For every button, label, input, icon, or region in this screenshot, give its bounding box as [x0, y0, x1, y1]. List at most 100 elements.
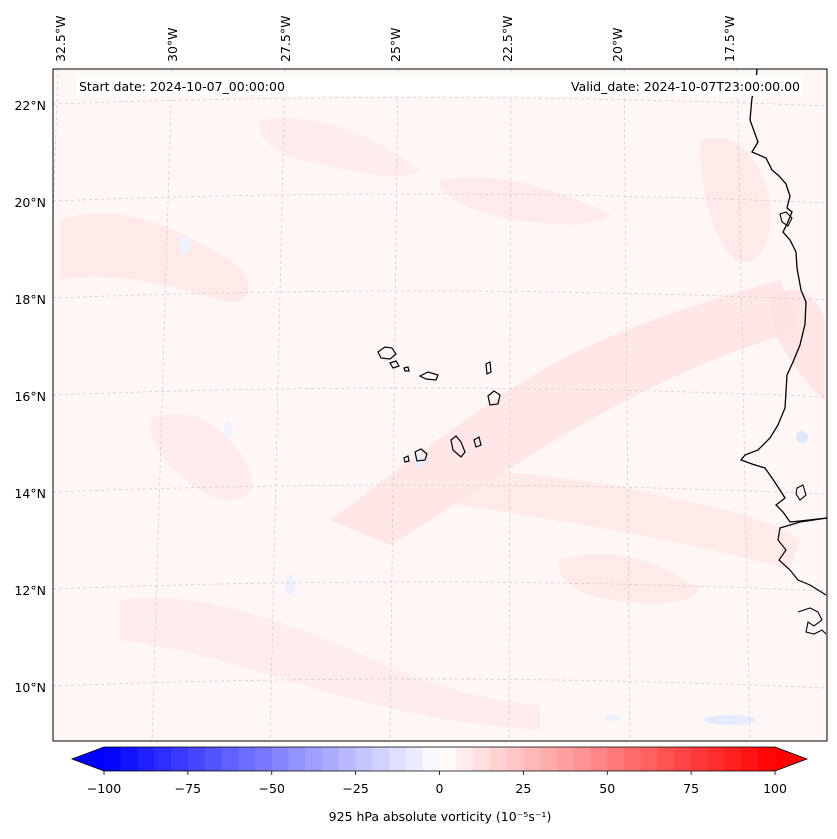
lon-label: 30°W: [165, 27, 180, 62]
colorbar-segment: [338, 747, 357, 771]
header-strip: [76, 75, 802, 96]
colorbar-segment: [473, 747, 491, 771]
vorticity-band-positive: [440, 177, 610, 225]
island-santa-luzia: [403, 366, 410, 372]
longitude-labels: 32.5°W 30°W 27.5°W 25°W 22.5°W 20°W 17.5…: [53, 16, 737, 62]
vorticity-band-positive: [430, 470, 800, 570]
start-date-label: Start date: 2024-10-07_00:00:00: [79, 79, 285, 94]
colorbar-segment: [254, 747, 273, 771]
vorticity-patch-negative: [224, 421, 232, 439]
colorbar-segment: [422, 747, 441, 771]
lat-label: 10°N: [14, 680, 46, 695]
vorticity-patch-negative: [179, 237, 191, 253]
island-brava: [403, 455, 410, 463]
cape-verde-islands: [377, 346, 501, 463]
colorbar-segment: [657, 747, 675, 771]
island-santo-antao: [377, 346, 397, 360]
island-boa-vista: [487, 390, 501, 406]
colorbar-segment: [674, 747, 692, 771]
colorbar-segment: [540, 747, 558, 771]
lon-label: 22.5°W: [500, 16, 515, 62]
colorbar-tick-label: −75: [175, 781, 201, 796]
colorbar-segment: [137, 747, 155, 771]
island-goree: [779, 211, 793, 227]
colorbar-extend-low: [72, 747, 104, 771]
colorbar-tick-label: 0: [436, 781, 444, 796]
vorticity-band-positive: [150, 413, 252, 501]
lon-label: 32.5°W: [53, 16, 68, 62]
vorticity-patch-negative: [796, 431, 808, 443]
colorbar-segment: [238, 747, 256, 771]
colorbar-segment: [506, 747, 524, 771]
colorbar-segment: [573, 747, 592, 771]
meridian-gridlines: [53, 69, 751, 741]
island-sal: [485, 361, 492, 375]
colorbar-segment: [691, 747, 709, 771]
lat-label: 22°N: [14, 98, 46, 113]
vorticity-patch-negative: [704, 715, 756, 725]
colorbar-segment: [523, 747, 541, 771]
lon-label: 27.5°W: [278, 16, 293, 62]
colorbar-segment: [707, 747, 726, 771]
colorbar-segment: [741, 747, 759, 771]
island-santiago: [450, 435, 466, 458]
lat-label: 16°N: [14, 389, 46, 404]
island-sao-vicente: [389, 360, 400, 369]
map-frame: [52, 68, 828, 742]
colorbar-segment: [758, 747, 776, 771]
lat-label: 14°N: [14, 486, 46, 501]
vorticity-field: [53, 69, 827, 741]
colorbar-segment: [171, 747, 189, 771]
lat-label: 18°N: [14, 292, 46, 307]
colorbar-segment: [154, 747, 172, 771]
colorbar-segment: [221, 747, 239, 771]
latitude-labels: 22°N 20°N 18°N 16°N 14°N 12°N 10°N: [14, 98, 46, 695]
colorbar: −100 −75 −50 −25 0 25 50 75 100 925 hPa absolute…: [70, 746, 809, 824]
vorticity-patch-negative: [415, 453, 425, 467]
parallel-gridlines: [53, 97, 827, 689]
vorticity-band-positive: [259, 118, 420, 177]
colorbar-segment: [590, 747, 608, 771]
colorbar-segment: [607, 747, 625, 771]
vorticity-band-positive: [770, 289, 825, 400]
coastline-west-africa: [739, 69, 827, 523]
colorbar-segment: [489, 747, 508, 771]
colorbar-segment: [456, 747, 474, 771]
colorbar-segment: [305, 747, 323, 771]
colorbar-segment: [624, 747, 642, 771]
lon-label: 17.5°W: [722, 16, 737, 62]
colorbar-segment: [724, 747, 743, 771]
valid-date-label: Valid_date: 2024-10-07T23:00:00.00: [571, 79, 800, 94]
colorbar-segment: [355, 747, 373, 771]
lat-label: 20°N: [14, 195, 46, 210]
colorbar-segment: [271, 747, 290, 771]
colorbar-segment: [187, 747, 206, 771]
vorticity-band-positive: [558, 554, 700, 604]
lon-label: 20°W: [610, 27, 625, 62]
colorbar-ticks: −100 −75 −50 −25 0 25 50 75 100: [87, 771, 787, 796]
colorbar-extend-high: [775, 747, 807, 771]
island-sao-nicolau: [418, 371, 439, 381]
colorbar-segments: [72, 747, 807, 771]
colorbar-segment: [104, 747, 122, 771]
colorbar-tick-label: −25: [342, 781, 368, 796]
colorbar-segment: [640, 747, 659, 771]
colorbar-segment: [389, 747, 407, 771]
map-panel: Start date: 2024-10-07_00:00:00 Valid_da…: [52, 68, 828, 742]
colorbar-tick-label: 100: [763, 781, 787, 796]
island-bijagos: [795, 484, 807, 501]
colorbar-segment: [372, 747, 390, 771]
island-maio: [473, 436, 482, 448]
colorbar-segment: [439, 747, 457, 771]
colorbar-segment: [204, 747, 223, 771]
vorticity-band-positive: [120, 598, 540, 730]
colorbar-segment: [322, 747, 340, 771]
colorbar-tick-label: 75: [683, 781, 699, 796]
island-fogo: [414, 448, 428, 462]
vorticity-patch-negative: [604, 715, 620, 721]
colorbar-tick-label: −50: [259, 781, 285, 796]
colorbar-segment: [556, 747, 575, 771]
coastline-guinea: [797, 607, 827, 635]
colorbar-tick-label: 50: [599, 781, 615, 796]
